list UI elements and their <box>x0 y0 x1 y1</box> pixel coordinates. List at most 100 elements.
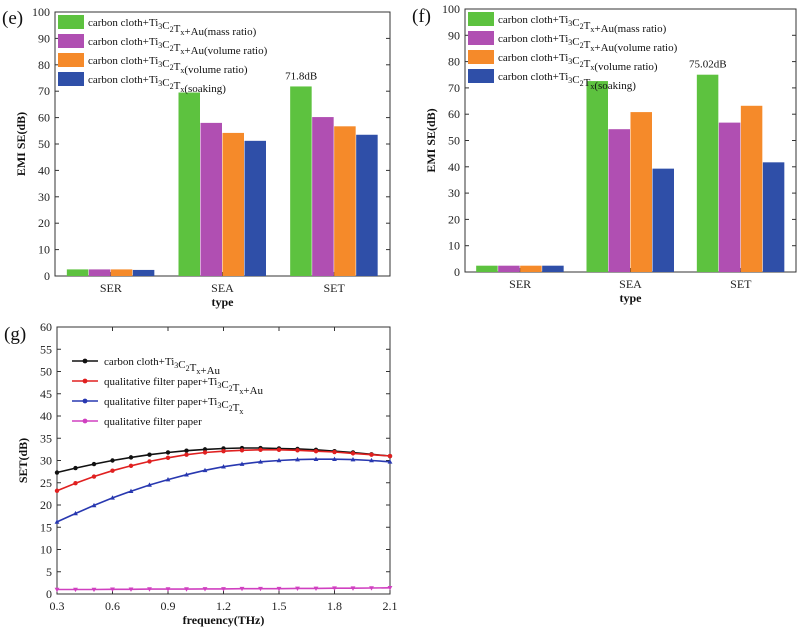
data-point <box>387 585 393 591</box>
data-point <box>332 586 337 591</box>
panel-label: (f) <box>412 6 431 27</box>
y-axis-title: EMI SE(dB) <box>424 108 438 172</box>
data-point <box>276 586 282 592</box>
bar-sea-s2 <box>630 112 652 272</box>
data-point <box>110 468 115 473</box>
y-tick-label: 55 <box>40 342 52 356</box>
data-point <box>128 455 134 460</box>
legend-label: qualitative filter paper+Ti3C2Tx <box>104 396 243 416</box>
bar-set-s1 <box>312 117 334 277</box>
x-axis-title: type <box>212 295 235 309</box>
bar-sea-s3 <box>244 140 266 276</box>
data-point <box>350 586 356 591</box>
bar-set-s3 <box>762 162 785 272</box>
bar-sea-s0 <box>178 92 200 277</box>
data-point <box>239 586 245 592</box>
bar-ser-s1 <box>88 269 111 276</box>
data-point <box>258 447 263 453</box>
y-tick-label: 90 <box>38 31 50 45</box>
y-tick-label: 60 <box>448 107 460 121</box>
value-annotation: 75.02dB <box>689 59 727 71</box>
y-tick-label: 15 <box>40 520 52 534</box>
bar-set-s0 <box>696 74 719 272</box>
bar-set-s1 <box>718 122 741 272</box>
x-tick-label: SET <box>323 281 345 295</box>
panel-label: (e) <box>2 8 23 29</box>
legend-swatch <box>58 15 84 29</box>
y-tick-label: 30 <box>38 190 50 204</box>
bar-panel-e: 0 10 20 30 40 50 60 70 80 90 100 EMI SE(dB) SER SEA SE… <box>2 5 391 309</box>
data-point <box>332 449 337 455</box>
bar-sea-s1 <box>608 129 630 272</box>
y-tick-label: 40 <box>448 160 460 174</box>
bar-ser-s0 <box>476 265 498 272</box>
y-tick-label: 70 <box>448 81 460 95</box>
data-point <box>128 587 134 592</box>
data-point <box>332 456 337 461</box>
bar-sea-s1 <box>200 122 222 276</box>
data-point <box>221 587 226 592</box>
y-tick-label: 80 <box>38 58 50 72</box>
y-tick-label: 10 <box>448 239 460 253</box>
bar-panel-f: 0 10 20 30 40 50 60 70 80 90 100 EMI SE(dB) SER SEA SE… <box>412 2 797 305</box>
value-annotation: 71.8dB <box>285 70 317 82</box>
y-tick-label: 35 <box>40 431 52 445</box>
bar-sea-s3 <box>652 168 674 272</box>
x-tick-label: SEA <box>211 281 234 295</box>
x-tick-label: SEA <box>619 277 642 291</box>
bar-sea-s0 <box>586 81 608 272</box>
data-point <box>221 448 226 454</box>
data-point <box>202 467 208 473</box>
bar-set-s0 <box>290 86 312 276</box>
y-tick-label: 20 <box>448 212 460 226</box>
data-point <box>202 450 208 455</box>
bar-ser-s3 <box>132 269 155 276</box>
bar-ser-s1 <box>498 265 520 272</box>
y-tick-label: 50 <box>448 134 460 148</box>
data-point <box>221 464 226 469</box>
y-tick-label: 0 <box>46 587 52 601</box>
data-point <box>91 502 97 508</box>
data-point <box>73 480 78 486</box>
bar-sea-s2 <box>222 132 244 276</box>
data-point <box>350 451 356 456</box>
data-point <box>387 453 393 459</box>
y-axis-title: SET(dB) <box>16 438 30 483</box>
legend-swatch <box>58 72 84 86</box>
data-point <box>73 510 78 516</box>
y-tick-label: 0 <box>44 269 50 283</box>
data-point <box>165 587 171 592</box>
data-point <box>128 463 134 469</box>
series-line-1 <box>56 448 391 492</box>
data-point <box>184 448 189 453</box>
data-point <box>128 488 134 494</box>
data-point <box>184 452 189 457</box>
data-point <box>239 448 245 453</box>
bar-set-s3 <box>356 134 378 276</box>
data-point <box>202 587 208 592</box>
x-tick-label: 1.2 <box>216 599 231 613</box>
data-point <box>147 459 152 464</box>
data-point <box>184 587 189 592</box>
y-tick-label: 45 <box>40 387 52 401</box>
data-point <box>387 459 393 464</box>
x-tick-label: 0.9 <box>161 599 176 613</box>
y-tick-label: 100 <box>32 5 50 19</box>
y-tick-label: 100 <box>442 2 460 16</box>
legend-marker <box>82 398 88 404</box>
data-point <box>110 458 115 463</box>
data-point <box>369 457 374 463</box>
x-tick-label: 0.6 <box>105 599 120 613</box>
legend-label: qualitative filter paper <box>104 416 202 428</box>
legend-swatch <box>468 12 494 26</box>
data-point <box>258 459 263 464</box>
data-point <box>110 587 115 592</box>
legend-swatch <box>468 69 494 83</box>
bar-ser-s3 <box>542 265 564 272</box>
data-point <box>91 587 97 593</box>
y-tick-label: 20 <box>38 216 50 230</box>
data-point <box>54 470 60 475</box>
data-point <box>184 472 189 477</box>
data-point <box>276 457 282 463</box>
data-point <box>276 447 282 453</box>
